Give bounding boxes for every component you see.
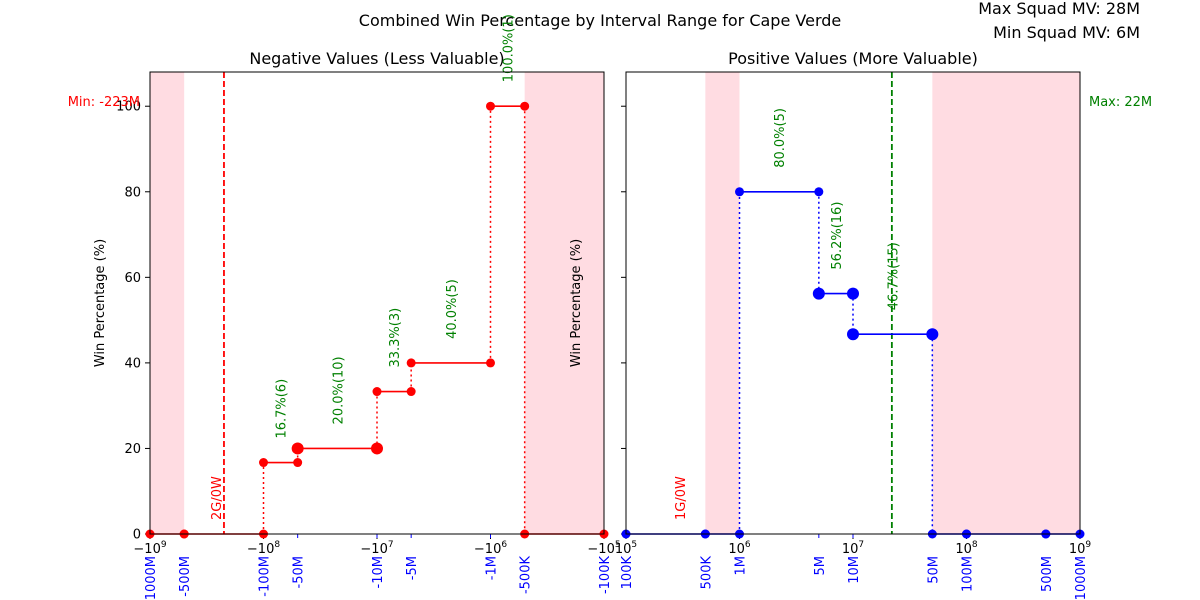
x-decade-exp: 5 bbox=[631, 540, 637, 550]
x-interval-tick-label: -5M bbox=[405, 556, 420, 580]
step-point bbox=[926, 328, 939, 341]
x-decade-exp: 8 bbox=[274, 540, 280, 550]
step-point bbox=[406, 358, 416, 368]
x-decade-exp: 5 bbox=[615, 540, 621, 550]
shaded-range bbox=[705, 72, 740, 534]
min-squad-mv: Min Squad MV: 6M bbox=[993, 23, 1140, 42]
y-tick-label: 60 bbox=[124, 271, 141, 286]
step-point bbox=[371, 442, 383, 455]
x-interval-tick-label: 50M bbox=[926, 556, 941, 584]
x-decade-base: −10 bbox=[360, 542, 387, 557]
step-point bbox=[847, 287, 859, 300]
x-decade-base: 10 bbox=[615, 542, 632, 557]
y-tick-label: 40 bbox=[124, 356, 141, 371]
x-decade-exp: 7 bbox=[858, 540, 864, 550]
x-interval-tick-label: -100M bbox=[258, 556, 273, 597]
step-value-label: 20.0%(10) bbox=[331, 356, 346, 424]
step-point bbox=[735, 187, 744, 197]
no-data-label: 1G/0W bbox=[674, 476, 689, 520]
no-data-label: 2G/0W bbox=[210, 476, 225, 520]
x-interval-tick-label: 500M bbox=[1040, 556, 1055, 592]
step-value-label: 46.7%(15) bbox=[887, 242, 902, 310]
shaded-range bbox=[524, 72, 604, 534]
step-point bbox=[406, 387, 416, 397]
x-interval-tick-label: 100K bbox=[620, 556, 635, 590]
x-decade-exp: 6 bbox=[745, 540, 751, 550]
x-decade-exp: 8 bbox=[972, 540, 978, 550]
x-decade-exp: 9 bbox=[161, 540, 167, 550]
x-interval-tick-label: 5M bbox=[813, 556, 828, 576]
reference-line-label: Max: 22M bbox=[1089, 95, 1152, 110]
panel-negative: Negative Values (Less Valuable) Win Perce… bbox=[68, 14, 621, 600]
step-point bbox=[814, 187, 824, 197]
x-decade-base: −10 bbox=[587, 542, 614, 557]
step-value-label: 56.2%(16) bbox=[830, 202, 845, 270]
x-decade-base: 10 bbox=[842, 542, 859, 557]
step-point bbox=[847, 328, 859, 341]
panel-title: Positive Values (More Valuable) bbox=[728, 49, 978, 68]
x-interval-tick-label: -500M bbox=[178, 556, 193, 597]
step-point bbox=[259, 458, 268, 468]
y-axis-label: Win Percentage (%) bbox=[569, 239, 584, 367]
x-interval-tick-label: -500K bbox=[519, 556, 534, 595]
step-point bbox=[372, 387, 382, 397]
step-value-label: 33.3%(3) bbox=[388, 308, 403, 368]
y-axis-label: Win Percentage (%) bbox=[93, 239, 108, 367]
x-decade-tick-label: −109 bbox=[133, 540, 166, 557]
x-decade-tick-label: 105 bbox=[615, 540, 637, 557]
x-decade-tick-label: −105 bbox=[587, 540, 620, 557]
x-interval-tick-label: -50M bbox=[292, 556, 307, 588]
y-tick-label: 100 bbox=[116, 100, 141, 115]
reference-line-label: Min: -223M bbox=[68, 95, 140, 110]
x-decade-tick-label: 108 bbox=[955, 540, 978, 557]
axes-frame bbox=[625, 71, 1081, 535]
max-squad-mv: Max Squad MV: 28M bbox=[978, 0, 1140, 18]
x-interval-tick-label: 100M bbox=[961, 556, 976, 592]
x-decade-tick-label: 107 bbox=[842, 540, 864, 557]
x-decade-tick-label: −108 bbox=[247, 540, 280, 557]
y-tick-label: 0 bbox=[133, 528, 141, 543]
x-decade-exp: 9 bbox=[1085, 540, 1091, 550]
step-value-label: 40.0%(5) bbox=[445, 279, 460, 339]
step-value-label: 100.0%(1) bbox=[502, 14, 517, 82]
x-decade-base: 10 bbox=[728, 542, 745, 557]
shaded-range bbox=[150, 72, 185, 534]
y-tick-label: 20 bbox=[124, 442, 141, 457]
x-decade-tick-label: −107 bbox=[360, 540, 393, 557]
x-decade-base: −10 bbox=[247, 542, 274, 557]
x-decade-exp: 7 bbox=[388, 540, 394, 550]
x-interval-tick-label: 1M bbox=[734, 556, 749, 576]
x-decade-exp: 6 bbox=[501, 540, 507, 550]
x-decade-base: 10 bbox=[1069, 542, 1086, 557]
x-interval-tick-label: 10M bbox=[847, 556, 862, 584]
x-interval-tick-label: 500K bbox=[699, 556, 714, 590]
x-interval-tick-label: -10M bbox=[371, 556, 386, 588]
x-decade-base: −10 bbox=[133, 542, 160, 557]
chart-title: Combined Win Percentage by Interval Rang… bbox=[359, 11, 841, 30]
step-point bbox=[486, 101, 495, 111]
x-decade-tick-label: −106 bbox=[474, 540, 507, 557]
step-point bbox=[486, 358, 495, 368]
x-decade-tick-label: 109 bbox=[1069, 540, 1092, 557]
step-value-label: 80.0%(5) bbox=[773, 108, 788, 168]
x-interval-tick-label: 1000M bbox=[1074, 556, 1089, 600]
step-point bbox=[293, 458, 303, 468]
x-decade-base: −10 bbox=[474, 542, 501, 557]
x-decade-tick-label: 106 bbox=[728, 540, 751, 557]
step-point bbox=[520, 101, 530, 111]
axes-frame bbox=[149, 71, 605, 535]
panel-positive: Positive Values (More Valuable) Win Perce… bbox=[569, 49, 1152, 600]
x-interval-tick-label: -1000M bbox=[144, 556, 159, 600]
shaded-range bbox=[932, 72, 1080, 534]
step-point bbox=[812, 287, 825, 300]
step-value-label: 16.7%(6) bbox=[275, 379, 290, 439]
step-point bbox=[291, 442, 304, 455]
x-interval-tick-label: -1M bbox=[485, 556, 500, 580]
x-interval-tick-label: -100K bbox=[598, 556, 613, 595]
y-tick-label: 80 bbox=[124, 185, 141, 200]
panel-title: Negative Values (Less Valuable) bbox=[249, 49, 504, 68]
x-decade-base: 10 bbox=[955, 542, 972, 557]
